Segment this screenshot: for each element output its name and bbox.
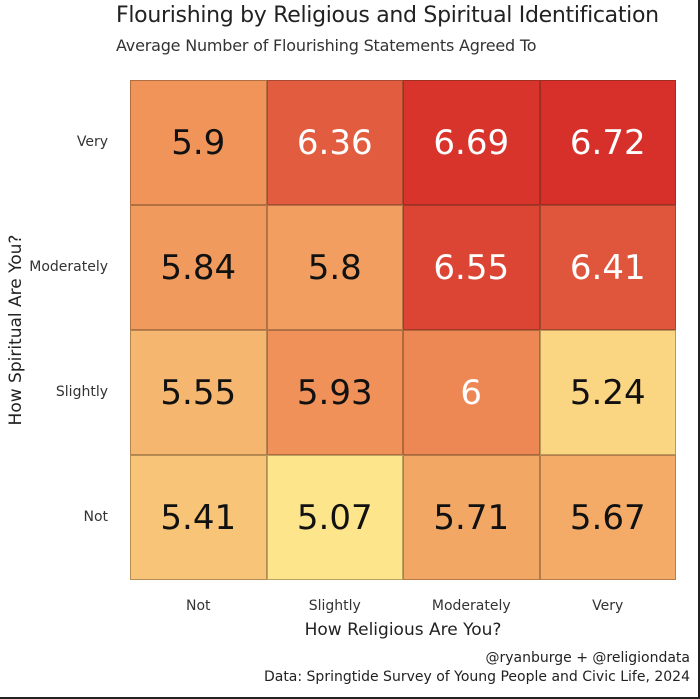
heatmap-cell: 5.84 [130,205,267,330]
chart-title: Flourishing by Religious and Spiritual I… [116,3,659,28]
x-axis-label: How Religious Are You? [304,620,502,640]
heatmap-cell: 5.8 [266,205,403,330]
x-tick-label: Slightly [308,598,361,614]
heatmap-cell: 5.24 [539,330,676,455]
y-tick-label: Slightly [55,383,108,400]
source-text: Data: Springtide Survey of Young People … [263,669,690,685]
heatmap-cell: 6 [403,330,540,455]
heatmap-grid: 5.9 6.36 6.69 6.72 5.84 5.8 6.55 6.41 5.55 5.93 6 5… [130,80,676,580]
x-tick-label: Very [592,598,624,614]
x-tick-label: Moderately [431,598,511,614]
y-tick-label: Very [76,133,108,150]
x-tick-label: Not [185,598,211,614]
heatmap-cell: 6.41 [539,205,676,330]
heatmap-cell: 5.07 [266,455,403,580]
y-axis-label: How Spiritual Are You? [6,234,26,426]
credit-text: @ryanburge + @religiondata [485,650,690,666]
heatmap-cell: 6.69 [403,80,540,205]
y-tick-label: Not [83,508,108,525]
heatmap-cell: 5.67 [539,455,676,580]
heatmap-cell: 5.55 [130,330,267,455]
chart-subtitle: Average Number of Flourishing Statements… [116,36,537,55]
heatmap-cell: 6.55 [403,205,540,330]
heatmap-cell: 6.72 [539,80,676,205]
heatmap-cell: 5.93 [266,330,403,455]
heatmap-cell: 6.36 [266,80,403,205]
y-tick-label: Moderately [29,258,108,275]
heatmap-cell: 5.71 [403,455,540,580]
heatmap-cell: 5.41 [130,455,267,580]
heatmap-cell: 5.9 [130,80,267,205]
